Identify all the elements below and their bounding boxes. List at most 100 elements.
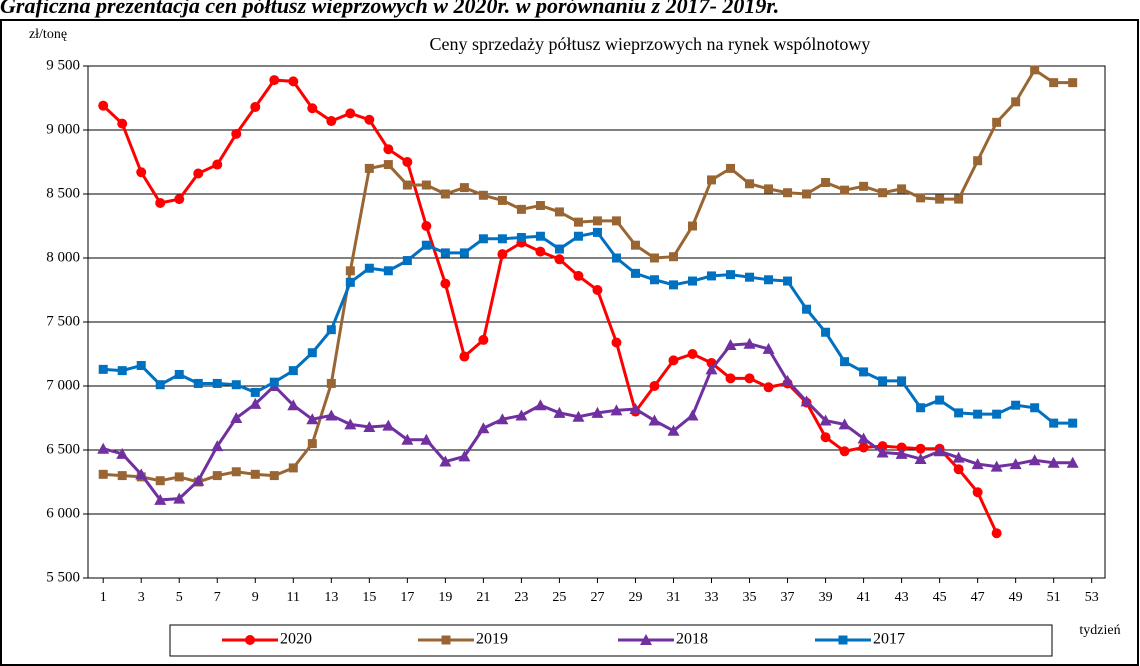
data-point [155,476,165,486]
data-point [935,395,945,405]
data-point [896,442,907,453]
legend-marker [245,635,255,645]
x-tick-label: 3 [138,590,145,605]
data-point [497,234,507,244]
data-point [136,167,147,178]
data-point [572,410,585,422]
x-tick-label: 31 [666,590,680,605]
data-point [821,327,831,337]
data-point [535,231,545,241]
data-point [459,351,470,362]
data-point [916,193,926,203]
series-line [102,342,1073,502]
data-point [383,144,394,155]
data-point [173,492,186,504]
data-point [402,256,412,266]
data-point [800,395,813,407]
data-point [326,116,337,127]
data-point [1068,418,1078,428]
data-point [174,369,184,379]
data-point [1030,65,1040,75]
data-point [174,194,185,205]
data-point [98,469,108,479]
data-point [877,441,888,452]
x-tick-label: 39 [819,590,833,605]
data-point [269,471,279,481]
data-point [915,443,926,454]
x-tick-label: 21 [476,590,490,605]
data-point [878,376,888,386]
data-point [192,474,205,486]
caption: Graficzna prezentacja cen półtusz wieprz… [0,0,779,18]
data-point [1030,403,1040,413]
data-point [97,442,110,454]
data-point [288,76,299,87]
data-point [764,184,774,194]
data-point [726,163,736,173]
y-tick-label: 9 000 [46,121,80,137]
data-point [707,271,717,281]
data-point [992,409,1002,419]
data-point [820,432,831,443]
x-tick-label: 41 [857,590,871,605]
data-point [724,339,737,351]
x-tick-label: 37 [781,590,795,605]
data-point [668,252,678,262]
data-point [231,128,242,139]
data-point [611,337,622,348]
x-axis-label: tydzień [1079,623,1120,638]
data-point [288,366,298,376]
data-point [496,413,509,425]
data-point [953,464,964,475]
x-tick-label: 1 [100,590,107,605]
data-point [440,248,450,258]
data-point [515,409,528,421]
data-point [363,420,376,432]
data-point [897,376,907,386]
data-point [592,285,603,295]
legend-label: 2017 [873,631,905,648]
data-point [973,156,983,166]
data-point [155,380,165,390]
data-point [839,446,850,457]
data-point [193,168,204,179]
data-point [630,240,640,250]
data-point [859,181,869,191]
data-point [269,75,280,86]
data-point [687,221,697,231]
data-point [250,101,261,112]
data-point [649,381,660,391]
data-point [117,366,127,376]
x-tick-label: 9 [252,590,259,605]
data-point [764,275,774,285]
data-point [534,399,547,411]
data-point [802,304,812,314]
data-point [497,249,508,260]
data-point [117,118,128,129]
legend-marker [838,635,848,645]
data-point [307,439,317,449]
data-point [630,268,640,278]
data-point [249,397,262,409]
chart-title: Ceny sprzedaży półtusz wieprzowych na ry… [430,34,871,54]
data-point [250,469,260,479]
frame [0,19,1139,666]
data-point [553,406,566,418]
data-point [707,175,717,185]
data-point [421,240,431,250]
x-tick-label: 45 [933,590,947,605]
data-point [98,100,109,111]
data-point [990,460,1003,472]
data-point [649,275,659,285]
data-point [744,373,755,384]
x-tick-label: 29 [628,590,642,605]
data-point [687,349,698,359]
data-point [402,180,412,190]
data-point [611,253,621,263]
data-point [878,188,888,198]
data-point [914,452,927,464]
data-point [497,195,507,205]
legend-label: 2020 [280,631,312,648]
x-tick-label: 27 [590,590,604,605]
